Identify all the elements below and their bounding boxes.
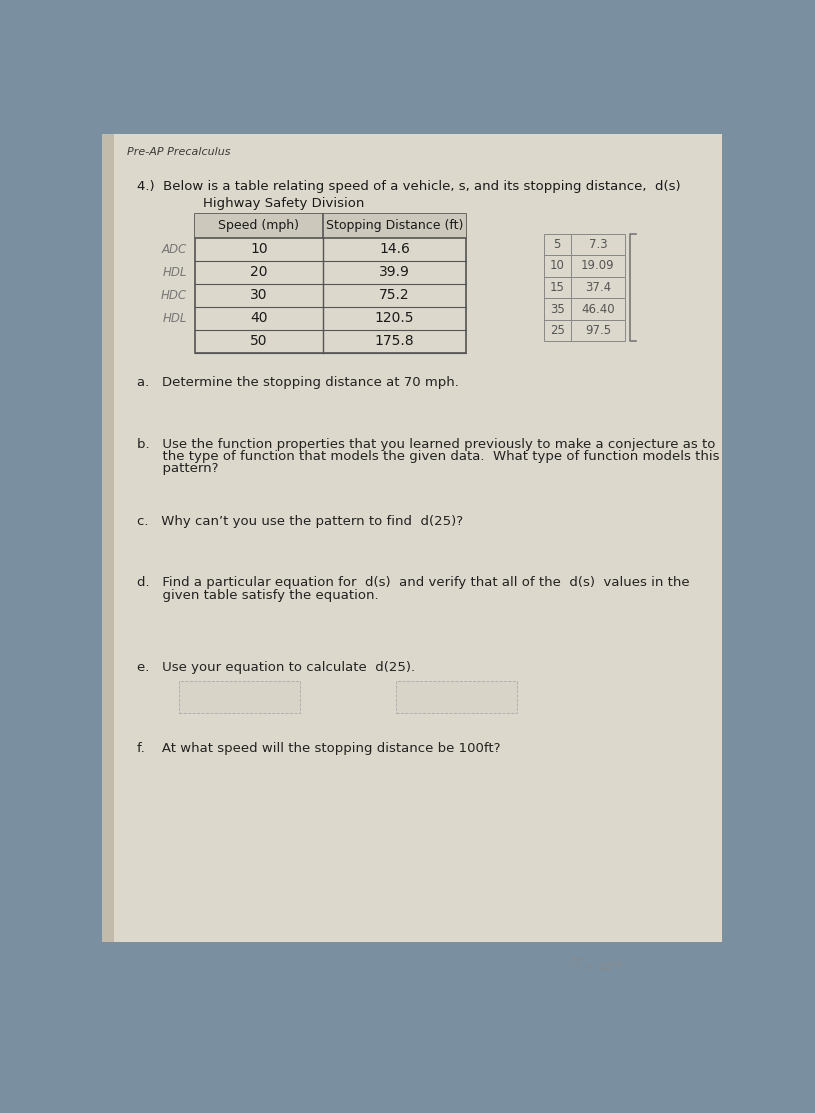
Text: 19.09: 19.09 [581,259,615,273]
Bar [179,681,299,713]
Text: 97.5: 97.5 [585,324,611,337]
Text: 175.8: 175.8 [375,335,414,348]
Text: 25: 25 [550,324,565,337]
Bar [544,234,625,255]
Text: 50: 50 [250,335,267,348]
Text: 10: 10 [250,242,267,256]
Text: 46.40: 46.40 [581,303,615,316]
Bar [544,298,625,319]
Text: 75.2: 75.2 [379,288,410,303]
Text: f.    At what speed will the stopping distance be 100ft?: f. At what speed will the stopping dista… [137,742,500,755]
Bar [396,681,517,713]
Text: 120.5: 120.5 [375,312,414,325]
Text: pattern?: pattern? [137,462,218,475]
Text: $\sqrt{?}$ $\approx$ $10^{1/2}$: $\sqrt{?}$ $\approx$ $10^{1/2}$ [567,956,623,973]
Text: ADC: ADC [162,243,187,256]
Text: d.   Find a particular equation for  d(s)  and verify that all of the  d(s)  val: d. Find a particular equation for d(s) a… [137,577,689,589]
Text: Speed (mph): Speed (mph) [218,219,299,233]
Text: c.   Why can’t you use the pattern to find  d(25)?: c. Why can’t you use the pattern to find… [137,514,463,528]
Text: 20: 20 [250,265,267,279]
Text: Stopping Distance (ft): Stopping Distance (ft) [326,219,463,233]
Bar [102,134,113,942]
Text: HDL: HDL [163,266,187,278]
Text: the type of function that models the given data.  What type of function models t: the type of function that models the giv… [137,450,720,463]
Text: 14.6: 14.6 [379,242,410,256]
Bar [195,215,466,237]
Bar [544,319,625,342]
Text: 7.3: 7.3 [588,238,607,250]
Text: 37.4: 37.4 [585,282,611,294]
Text: 35: 35 [550,303,565,316]
Text: 15: 15 [550,282,565,294]
Text: 5: 5 [553,238,561,250]
Text: HDC: HDC [161,288,187,302]
Bar [195,215,466,353]
Text: 4.)  Below is a table relating speed of a vehicle, s, and its stopping distance,: 4.) Below is a table relating speed of a… [137,180,681,193]
Bar [544,255,625,277]
Text: Pre-AP Precalculus: Pre-AP Precalculus [126,147,230,157]
Bar [544,277,625,298]
Text: a.   Determine the stopping distance at 70 mph.: a. Determine the stopping distance at 70… [137,376,459,390]
Text: 39.9: 39.9 [379,265,410,279]
Text: Highway Safety Division: Highway Safety Division [203,197,364,209]
Text: 10: 10 [550,259,565,273]
Text: b.   Use the function properties that you learned previously to make a conjectur: b. Use the function properties that you … [137,437,715,451]
Text: 40: 40 [250,312,267,325]
Text: given table satisfy the equation.: given table satisfy the equation. [137,589,378,602]
Text: HDL: HDL [163,312,187,325]
Text: e.   Use your equation to calculate  d(25).: e. Use your equation to calculate d(25). [137,661,415,674]
Text: 30: 30 [250,288,267,303]
